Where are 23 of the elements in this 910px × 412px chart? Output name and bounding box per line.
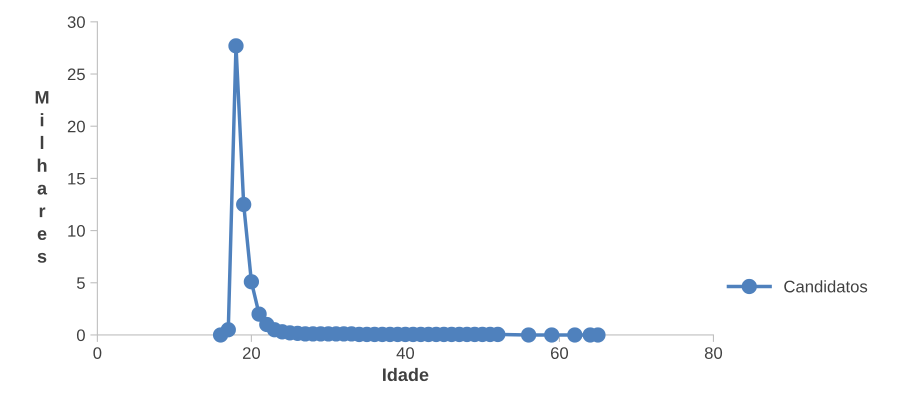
y-tick-label: 0 <box>76 329 85 342</box>
x-tick-label: 60 <box>551 347 568 360</box>
y-tick-label: 15 <box>68 172 85 185</box>
y-tick-label: 30 <box>68 16 85 28</box>
point <box>251 306 267 322</box>
x-tick-label: 40 <box>396 347 414 360</box>
x-tick-label: 20 <box>242 347 260 360</box>
y-axis-title: Milhares <box>36 91 48 263</box>
x-tick-label: 0 <box>93 347 102 360</box>
x-tick-label: 80 <box>704 347 722 360</box>
legend-label: Candidatos <box>784 280 868 292</box>
point <box>544 327 560 343</box>
point <box>236 196 252 212</box>
y-tick-label: 20 <box>68 120 85 132</box>
point <box>520 327 536 343</box>
x-axis-title: Idade <box>383 368 428 382</box>
point <box>567 327 582 343</box>
point <box>220 322 236 338</box>
y-tick-label: 5 <box>76 277 85 289</box>
point <box>244 274 260 290</box>
y-tick-label: 25 <box>68 68 85 80</box>
point <box>228 38 244 54</box>
y-tick-label: 10 <box>68 224 85 237</box>
